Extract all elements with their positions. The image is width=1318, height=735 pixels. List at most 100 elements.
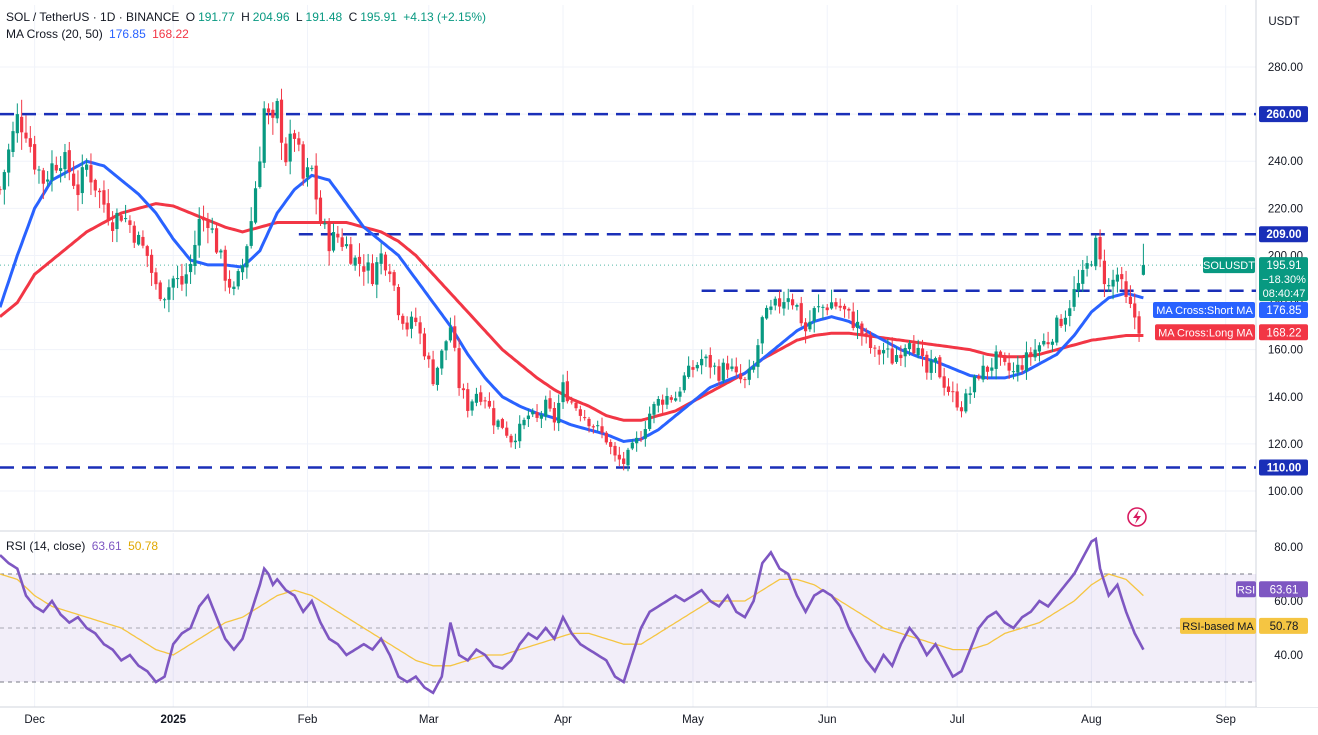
- candle[interactable]: [782, 291, 786, 316]
- candle[interactable]: [214, 222, 219, 254]
- candle[interactable]: [331, 223, 336, 253]
- candle[interactable]: [1081, 260, 1085, 293]
- candle[interactable]: [1076, 269, 1081, 298]
- candle[interactable]: [959, 401, 964, 418]
- candle[interactable]: [1115, 267, 1120, 293]
- candle[interactable]: [227, 270, 232, 294]
- candle[interactable]: [868, 331, 873, 354]
- candle[interactable]: [461, 383, 466, 399]
- candle[interactable]: [314, 153, 318, 215]
- candle[interactable]: [483, 396, 487, 409]
- level-badge-110.00[interactable]: 110.00: [1267, 462, 1302, 474]
- candle[interactable]: [946, 378, 951, 396]
- candle[interactable]: [544, 395, 548, 421]
- candle[interactable]: [41, 167, 45, 200]
- candle[interactable]: [106, 189, 110, 226]
- candle[interactable]: [353, 255, 357, 271]
- candle[interactable]: [713, 362, 717, 375]
- level-badge-260.00[interactable]: 260.00: [1266, 109, 1301, 121]
- candle[interactable]: [613, 442, 617, 462]
- candle[interactable]: [375, 257, 379, 299]
- candle[interactable]: [266, 103, 271, 125]
- candle[interactable]: [500, 417, 504, 430]
- candle[interactable]: [492, 400, 496, 435]
- candle[interactable]: [20, 99, 24, 150]
- candle[interactable]: [596, 420, 600, 432]
- symbol-tag[interactable]: SOLUSDT: [1203, 260, 1255, 272]
- candle[interactable]: [111, 211, 115, 243]
- candle[interactable]: [171, 275, 175, 301]
- candle[interactable]: [1055, 315, 1059, 346]
- candle[interactable]: [1003, 352, 1007, 366]
- candle[interactable]: [1050, 338, 1055, 352]
- candle[interactable]: [1141, 243, 1145, 276]
- candle[interactable]: [955, 383, 959, 411]
- candle[interactable]: [652, 401, 656, 424]
- candle[interactable]: [453, 315, 457, 352]
- candle[interactable]: [440, 349, 444, 375]
- candle[interactable]: [422, 327, 427, 360]
- candle[interactable]: [998, 350, 1003, 366]
- candle[interactable]: [2, 169, 6, 205]
- candle[interactable]: [249, 207, 253, 249]
- candle[interactable]: [85, 158, 89, 177]
- candle[interactable]: [708, 347, 712, 379]
- candle[interactable]: [149, 249, 154, 286]
- candle[interactable]: [76, 170, 80, 211]
- candle[interactable]: [474, 387, 479, 407]
- candle[interactable]: [829, 289, 834, 310]
- candle[interactable]: [184, 263, 188, 297]
- candle[interactable]: [136, 231, 141, 246]
- candle[interactable]: [305, 157, 310, 187]
- candle[interactable]: [747, 359, 751, 386]
- candle[interactable]: [431, 350, 435, 386]
- candle[interactable]: [1102, 249, 1107, 298]
- candle[interactable]: [886, 338, 890, 358]
- candle[interactable]: [687, 356, 691, 379]
- candle[interactable]: [704, 354, 708, 367]
- level-badge-209.00[interactable]: 209.00: [1266, 229, 1301, 241]
- candle[interactable]: [674, 391, 678, 402]
- candle[interactable]: [0, 186, 2, 195]
- candle[interactable]: [855, 309, 860, 340]
- candle[interactable]: [409, 311, 414, 339]
- candle[interactable]: [236, 268, 240, 290]
- candle[interactable]: [128, 215, 132, 233]
- candle[interactable]: [1120, 267, 1124, 290]
- candle[interactable]: [357, 243, 362, 277]
- candle[interactable]: [292, 129, 297, 152]
- candle[interactable]: [115, 208, 119, 243]
- candle[interactable]: [561, 374, 565, 409]
- candle[interactable]: [691, 360, 695, 378]
- candle[interactable]: [15, 103, 19, 143]
- candle[interactable]: [864, 327, 868, 344]
- candle[interactable]: [665, 387, 669, 410]
- rsi-tag[interactable]: RSI: [1237, 584, 1255, 596]
- candle[interactable]: [985, 365, 990, 380]
- candle[interactable]: [301, 141, 305, 186]
- candle[interactable]: [821, 304, 825, 319]
- candle[interactable]: [245, 244, 249, 279]
- candle[interactable]: [1072, 276, 1076, 312]
- candle[interactable]: [981, 355, 985, 383]
- symbol-title[interactable]: SOL / TetherUS · 1D · BINANCE: [6, 10, 180, 24]
- candle[interactable]: [894, 347, 899, 364]
- candle[interactable]: [873, 344, 877, 358]
- candle[interactable]: [1033, 339, 1037, 362]
- candle[interactable]: [1111, 269, 1115, 300]
- candle[interactable]: [756, 338, 760, 379]
- candle[interactable]: [201, 205, 206, 232]
- candle[interactable]: [972, 374, 977, 398]
- candle[interactable]: [557, 394, 561, 432]
- candle[interactable]: [1133, 293, 1137, 330]
- candle[interactable]: [929, 349, 933, 380]
- candlesticks[interactable]: [0, 88, 1145, 472]
- candle[interactable]: [990, 358, 994, 378]
- candle[interactable]: [951, 381, 955, 403]
- candle[interactable]: [219, 248, 223, 259]
- candle[interactable]: [193, 230, 197, 275]
- candle[interactable]: [1068, 300, 1072, 327]
- candle[interactable]: [678, 386, 682, 402]
- candle[interactable]: [175, 265, 180, 289]
- candle[interactable]: [661, 394, 665, 415]
